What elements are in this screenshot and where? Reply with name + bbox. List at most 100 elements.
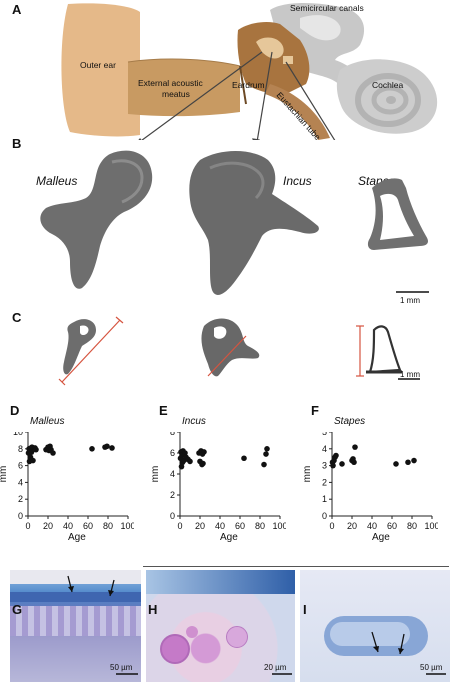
eustachian-tube-shape	[265, 84, 330, 140]
panel-label-f: F	[311, 403, 319, 418]
bone-renderings-b	[40, 150, 429, 295]
y-tick-label: 10	[13, 432, 23, 437]
panel-label-b: B	[12, 136, 22, 151]
incus-section	[201, 318, 260, 377]
panel-label-a: A	[12, 2, 22, 17]
chart-title-malleus: Malleus	[30, 416, 65, 427]
chart-title-stapes: Stapes	[334, 416, 366, 427]
x-tick-label: 60	[83, 521, 93, 531]
data-point	[333, 452, 339, 459]
outer-ear-shape	[61, 3, 140, 137]
y-tick-label: 6	[18, 461, 23, 471]
scale-label-g: 50 µm	[110, 663, 133, 672]
y-tick-label: 4	[18, 477, 23, 487]
panel-label-e: E	[159, 403, 168, 418]
incus-measure-line	[207, 335, 247, 377]
panel-label-d: D	[10, 403, 20, 418]
chart-stapes: 0 1 2 3 4 5 0 20 40 60 80 100 mm	[302, 432, 438, 531]
x-tick-label: 100	[120, 521, 134, 531]
y-tick-label: 5	[322, 432, 327, 437]
data-point	[89, 446, 95, 452]
y-tick-label: 2	[322, 477, 327, 487]
y-tick-label: 4	[170, 469, 175, 479]
y-tick-label: 8	[18, 444, 23, 454]
panel-label-c: C	[12, 310, 22, 325]
data-point	[33, 446, 39, 453]
stapes-section	[368, 325, 402, 374]
label-cochlea: Cochlea	[372, 80, 404, 90]
x-tick-label: 40	[367, 521, 377, 531]
data-point	[351, 459, 357, 466]
data-point	[187, 458, 193, 465]
acoustic-meatus-shape	[128, 59, 240, 117]
cochlea-shape	[336, 59, 438, 134]
x-axis-label-stapes: Age	[372, 532, 390, 543]
ossicles-highlight	[256, 37, 284, 59]
x-tick-label: 80	[407, 521, 417, 531]
data-point	[263, 451, 269, 457]
malleus-render	[40, 150, 153, 289]
x-tick-label: 80	[103, 521, 113, 531]
y-axis-label: mm	[0, 466, 9, 483]
panel-label-i: I	[303, 602, 307, 617]
incus-render	[189, 151, 319, 295]
y-tick-label: 1	[322, 494, 327, 504]
malleus-section	[63, 319, 96, 375]
bone-sections-c	[58, 316, 420, 386]
x-tick-label: 20	[347, 521, 357, 531]
scale-label-b: 1 mm	[400, 296, 420, 305]
y-tick-label: 3	[322, 461, 327, 471]
x-axis-label-malleus: Age	[68, 532, 86, 543]
label-eardrum: Eardrum	[232, 80, 265, 90]
x-tick-label: 40	[63, 521, 73, 531]
x-tick-label: 0	[25, 521, 30, 531]
data-point	[405, 459, 411, 466]
x-tick-label: 20	[195, 521, 205, 531]
y-axis-label: mm	[150, 466, 161, 483]
label-outer-ear: Outer ear	[80, 60, 116, 70]
y-tick-label: 0	[170, 511, 175, 521]
data-point	[109, 445, 115, 451]
bone-name-incus: Incus	[283, 174, 312, 188]
panel-label-g: G	[12, 602, 23, 617]
x-tick-label: 60	[235, 521, 245, 531]
x-axis-label-incus: Age	[220, 532, 238, 543]
panel-label-h: H	[148, 602, 158, 617]
x-tick-label: 60	[387, 521, 397, 531]
label-meatus-2: meatus	[162, 89, 190, 99]
histology-image-i: 50 µm	[300, 570, 450, 682]
y-tick-label: 0	[322, 511, 327, 521]
bone-name-malleus: Malleus	[36, 174, 78, 188]
histology-image-g: 50 µm	[10, 570, 141, 682]
data-point	[241, 455, 247, 462]
ear-anatomy-illustration	[61, 3, 438, 140]
y-tick-label: 6	[170, 448, 175, 458]
malleus-measure-line	[61, 319, 121, 383]
scale-label-c: 1 mm	[400, 370, 420, 379]
data-point	[28, 449, 35, 455]
data-point	[200, 460, 206, 467]
scale-label-h: 20 µm	[264, 663, 287, 672]
data-point	[50, 450, 56, 456]
x-tick-label: 100	[272, 521, 286, 531]
separator-line	[143, 566, 449, 567]
x-tick-label: 100	[424, 521, 438, 531]
data-point	[330, 462, 336, 469]
data-point	[182, 450, 188, 456]
x-tick-label: 20	[43, 521, 53, 531]
data-point	[339, 461, 345, 467]
data-point	[104, 443, 110, 450]
data-point	[178, 463, 185, 470]
data-point	[30, 457, 36, 464]
histology-image-h: 20 µm	[146, 570, 295, 682]
y-tick-label: 8	[170, 432, 175, 437]
x-tick-label: 40	[215, 521, 225, 531]
y-tick-label: 4	[322, 444, 327, 454]
y-axis-label: mm	[302, 466, 313, 483]
y-tick-label: 0	[18, 511, 23, 521]
y-tick-label: 2	[18, 494, 23, 504]
data-point	[393, 461, 399, 467]
data-point	[411, 457, 417, 464]
x-tick-label: 80	[255, 521, 265, 531]
